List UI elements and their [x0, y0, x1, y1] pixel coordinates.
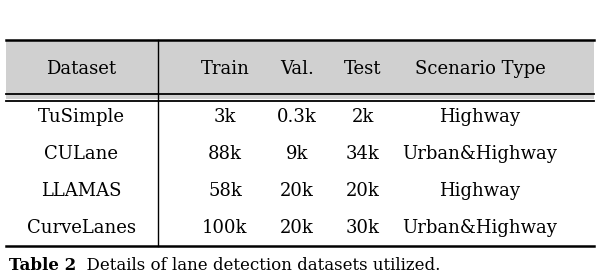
Text: Details of lane detection datasets utilized.: Details of lane detection datasets utili…: [76, 257, 440, 274]
Text: 34k: 34k: [346, 145, 380, 163]
Bar: [6, 40, 594, 99]
Text: 30k: 30k: [346, 219, 380, 237]
Bar: [6, 99, 594, 246]
Text: TuSimple: TuSimple: [37, 108, 125, 126]
Text: LLAMAS: LLAMAS: [41, 182, 121, 200]
Text: 0.3k: 0.3k: [277, 108, 317, 126]
Text: Highway: Highway: [439, 108, 521, 126]
Text: 20k: 20k: [280, 182, 314, 200]
Text: 9k: 9k: [286, 145, 308, 163]
Text: Urban&Highway: Urban&Highway: [403, 219, 557, 237]
Text: Dataset: Dataset: [46, 61, 116, 78]
Text: Test: Test: [344, 61, 382, 78]
Text: Train: Train: [200, 61, 250, 78]
Text: 100k: 100k: [202, 219, 248, 237]
Text: 88k: 88k: [208, 145, 242, 163]
Text: 2k: 2k: [352, 108, 374, 126]
Text: Urban&Highway: Urban&Highway: [403, 145, 557, 163]
Text: CurveLanes: CurveLanes: [26, 219, 136, 237]
Text: Highway: Highway: [439, 182, 521, 200]
Text: 20k: 20k: [346, 182, 380, 200]
Text: 20k: 20k: [280, 219, 314, 237]
Text: CULane: CULane: [44, 145, 118, 163]
Text: 58k: 58k: [208, 182, 242, 200]
Text: Scenario Type: Scenario Type: [415, 61, 545, 78]
Text: Table 2: Table 2: [9, 257, 76, 274]
Text: 3k: 3k: [214, 108, 236, 126]
Text: Val.: Val.: [280, 61, 314, 78]
